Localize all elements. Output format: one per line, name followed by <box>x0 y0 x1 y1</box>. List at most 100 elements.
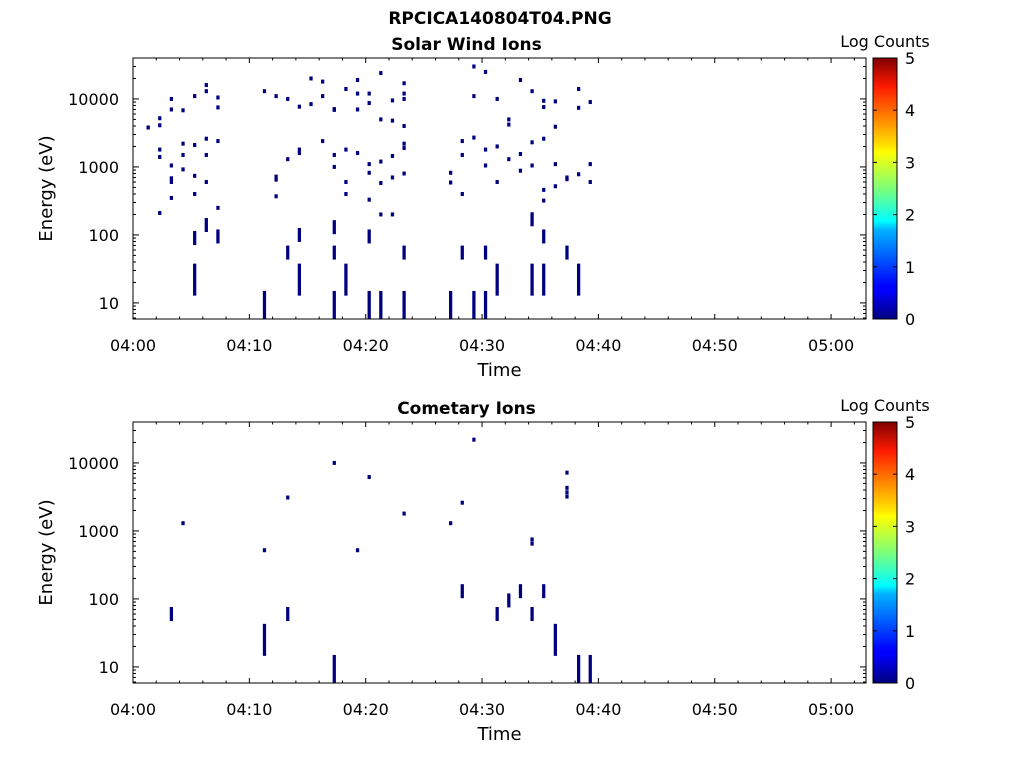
panel-title: Cometary Ions <box>397 399 536 419</box>
data-point <box>158 147 162 152</box>
data-point <box>262 548 267 553</box>
data-point <box>169 163 174 168</box>
data-point <box>321 94 325 99</box>
data-point <box>367 162 371 167</box>
data-point <box>402 141 406 146</box>
data-point <box>565 490 569 495</box>
data-point <box>286 157 290 162</box>
data-point <box>274 177 278 182</box>
data-point <box>576 172 581 177</box>
data-point <box>169 96 174 101</box>
y-tick-label: 100 <box>88 590 119 609</box>
colorbar-tick-label: 0 <box>905 674 915 693</box>
colorbar-tick-label: 2 <box>905 206 915 225</box>
data-point <box>472 135 476 140</box>
data-point <box>507 122 511 127</box>
y-tick-label: 10 <box>99 294 119 313</box>
data-point <box>402 123 406 128</box>
colorbar-tick-label: 5 <box>905 49 915 68</box>
colorbar <box>872 57 898 320</box>
data-point <box>483 147 488 152</box>
data-point <box>565 494 569 499</box>
data-point <box>495 180 499 185</box>
data-point <box>181 521 185 526</box>
data-point <box>332 164 336 169</box>
data-point <box>483 69 488 74</box>
y-axis-label: Energy (eV) <box>36 499 57 605</box>
data-point <box>530 607 534 622</box>
data-point <box>530 212 534 227</box>
colorbar-tick-label: 1 <box>905 622 915 641</box>
data-point <box>588 654 592 683</box>
data-point <box>332 290 336 319</box>
data-point <box>588 180 592 185</box>
data-point <box>193 94 197 99</box>
data-point <box>530 140 534 145</box>
data-point <box>530 541 534 546</box>
data-point <box>158 211 162 216</box>
x-tick-label: 04:30 <box>459 700 505 719</box>
data-point <box>193 173 197 178</box>
data-point <box>286 607 290 622</box>
data-point <box>309 76 313 81</box>
data-point <box>216 229 220 244</box>
data-point <box>158 123 162 128</box>
x-tick-label: 04:00 <box>110 336 156 355</box>
data-point <box>565 245 569 260</box>
y-tick-label: 10 <box>99 658 119 677</box>
data-point <box>379 159 383 164</box>
data-point <box>367 229 371 244</box>
data-point <box>507 157 511 162</box>
data-point <box>297 104 302 109</box>
data-point <box>309 102 313 107</box>
plot-frame <box>132 421 867 684</box>
y-tick-label: 10000 <box>68 90 119 109</box>
data-point <box>158 154 162 159</box>
data-point <box>483 290 488 319</box>
colorbar-title: Log Counts <box>840 396 930 415</box>
y-tick-label: 1000 <box>78 158 119 177</box>
data-point <box>518 151 523 156</box>
data-point <box>483 245 488 260</box>
colorbar-tick-label: 3 <box>905 517 915 536</box>
data-point <box>286 96 290 101</box>
data-point <box>542 584 546 599</box>
data-point <box>204 83 208 88</box>
data-point <box>472 290 476 319</box>
data-point <box>460 500 464 505</box>
colorbar-tick-label: 4 <box>905 465 915 484</box>
data-point <box>274 194 278 199</box>
colorbar-tick-label: 1 <box>905 258 915 277</box>
data-point <box>390 98 395 103</box>
data-point <box>472 94 476 99</box>
data-point <box>297 227 302 242</box>
data-point <box>460 139 464 144</box>
data-point <box>565 177 569 182</box>
x-tick-label: 04:40 <box>575 336 621 355</box>
panel-title: Solar Wind Ions <box>391 35 542 55</box>
data-point <box>390 175 395 180</box>
colorbar-tick-label: 2 <box>905 570 915 589</box>
x-tick-label: 04:50 <box>692 700 738 719</box>
x-axis-label: Time <box>476 724 521 745</box>
colorbar-tick-label: 0 <box>905 310 915 329</box>
data-point <box>332 460 336 465</box>
data-point <box>297 151 302 156</box>
data-point <box>402 171 406 176</box>
data-point <box>390 212 395 217</box>
colorbar-tick-label: 5 <box>905 413 915 432</box>
data-point <box>553 623 557 656</box>
data-point <box>565 485 569 490</box>
data-point <box>518 584 523 599</box>
data-point <box>286 495 290 500</box>
data-point <box>367 170 371 175</box>
plot-frame <box>132 57 867 320</box>
data-point <box>402 91 406 96</box>
data-point <box>204 136 208 141</box>
data-point <box>321 139 325 144</box>
data-point <box>216 205 220 210</box>
data-point <box>169 107 174 112</box>
data-point <box>355 77 360 82</box>
data-point <box>158 116 162 121</box>
